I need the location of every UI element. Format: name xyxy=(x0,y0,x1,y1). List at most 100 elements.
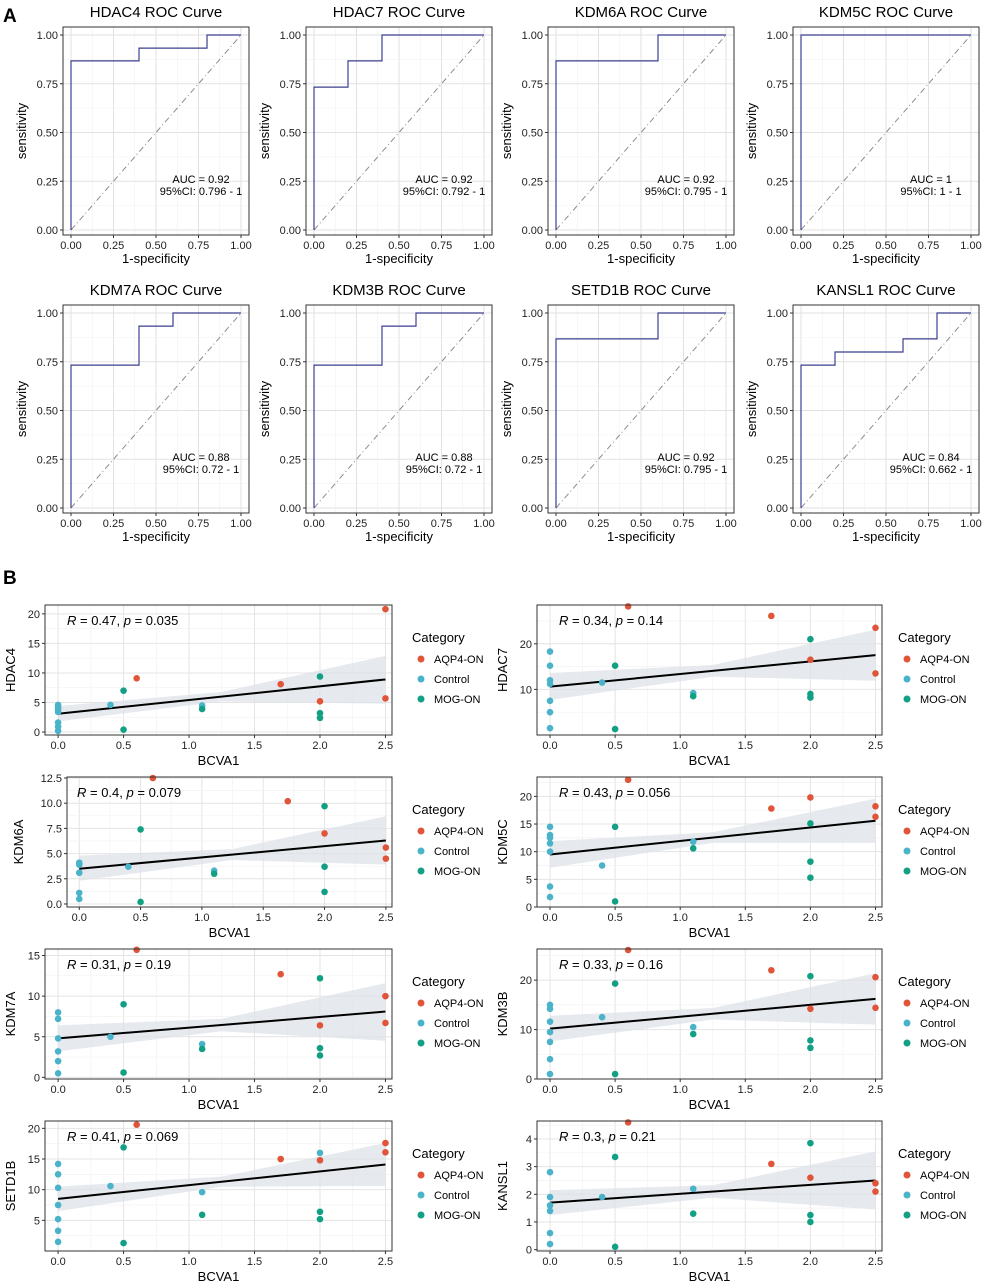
correlation-annotation: R = 0.34, p = 0.14 xyxy=(559,613,663,628)
legend-label: MOG-ON xyxy=(434,694,480,706)
data-point-control xyxy=(546,1168,554,1176)
panel-label-a: A xyxy=(3,6,17,27)
confidence-band xyxy=(550,629,876,700)
legend-label: MOG-ON xyxy=(920,694,966,706)
x-tick-label: 0.0 xyxy=(542,1084,557,1096)
data-point-control xyxy=(546,1038,554,1046)
data-point-mog-on xyxy=(689,692,697,700)
data-point-control xyxy=(54,1238,62,1246)
y-axis-label: sensitivity xyxy=(257,380,272,437)
p-symbol: p xyxy=(123,613,131,628)
regression-line xyxy=(549,819,876,856)
legend-swatch-mog-on xyxy=(903,867,911,875)
data-point-control xyxy=(546,1240,554,1248)
data-point-control xyxy=(54,1009,62,1016)
data-point-control xyxy=(107,1182,114,1190)
ci-annotation: 95%CI: 0.795 - 1 xyxy=(645,464,728,476)
data-point-aqp4-on xyxy=(316,698,324,705)
ci-annotation: 95%CI: 0.72 - 1 xyxy=(406,464,482,476)
y-tick-label: 2 xyxy=(526,1189,532,1201)
x-tick-label: 1.5 xyxy=(247,1256,262,1268)
data-point-control xyxy=(54,1015,62,1023)
x-tick-label: 0.0 xyxy=(50,1084,65,1096)
data-point-aqp4-on xyxy=(316,1022,324,1029)
y-tick-label: 5 xyxy=(34,1215,40,1227)
p-symbol: p xyxy=(615,957,623,972)
data-point-aqp4-on xyxy=(133,946,140,954)
legend-swatch-control xyxy=(903,1019,911,1027)
data-point-control xyxy=(75,895,83,903)
data-point-mog-on xyxy=(321,863,328,870)
y-tick-label: 0.25 xyxy=(522,176,543,188)
data-point-aqp4-on xyxy=(133,1121,140,1128)
y-tick-label: 20 xyxy=(520,975,532,987)
y-tick-label: 0.75 xyxy=(767,357,788,369)
data-point-mog-on xyxy=(807,1139,814,1147)
x-tick-label: 2.0 xyxy=(803,740,818,752)
data-point-control xyxy=(546,697,554,705)
charts-layer: 0.00 0.25 0.50 0.75 1.000.000.250.500.751.00… xyxy=(3,4,982,1283)
x-axis-label: BCVA1 xyxy=(689,1269,731,1283)
roc-chart-4: 0.00 0.25 0.50 0.75 1.00 0.00 0.25 0.50 0.75 1.00… xyxy=(744,4,982,266)
roc-chart-7: 0.00 0.25 0.50 0.75 1.00 0.00 0.25 0.50 0.75 1.00… xyxy=(499,282,737,544)
r-symbol: R xyxy=(559,1129,568,1144)
y-tick-label: 0.00 xyxy=(767,225,788,237)
regression-line xyxy=(57,678,386,715)
data-point-control xyxy=(546,724,554,732)
data-point-aqp4-on xyxy=(807,656,814,664)
y-tick-label: 2.5 xyxy=(47,874,62,886)
y-tick-label: 0.75 xyxy=(37,79,58,91)
x-tick-label: 1.00 xyxy=(960,240,981,252)
roc-chart-8: 0.00 0.25 0.50 0.75 1.00 0.00 0.25 0.50 0.75 1.00… xyxy=(744,282,982,544)
x-tick-label: 0.00 xyxy=(790,518,811,530)
legend: Category AQP4-ON Control MOG-ON xyxy=(898,974,970,1050)
y-tick-label: 1.00 xyxy=(37,308,58,320)
y-tick-label: 0.75 xyxy=(767,79,788,91)
data-point-aqp4-on xyxy=(807,1005,814,1013)
x-tick-label: 2.5 xyxy=(868,1084,883,1096)
x-tick-label: 1.5 xyxy=(738,912,753,924)
x-tick-label: 0.50 xyxy=(145,240,166,252)
data-point-mog-on xyxy=(316,1208,324,1216)
y-tick-label: 20 xyxy=(28,609,40,621)
p-symbol: p xyxy=(123,1129,131,1144)
data-point-control xyxy=(546,1229,554,1237)
diagonal-reference-line xyxy=(800,312,972,509)
x-tick-label: 0.25 xyxy=(588,518,609,530)
chart-title: KDM5C ROC Curve xyxy=(819,4,953,21)
y-tick-label: 5 xyxy=(526,874,532,886)
legend-label: MOG-ON xyxy=(920,1038,966,1050)
legend-label: AQP4-ON xyxy=(434,654,484,666)
x-tick-label: 1.0 xyxy=(181,1256,196,1268)
data-point-control xyxy=(54,708,62,716)
x-tick-label: 2.5 xyxy=(868,912,883,924)
p-value: = 0.16 xyxy=(623,957,663,972)
regression-line xyxy=(79,839,386,870)
data-point-aqp4-on xyxy=(382,1019,389,1027)
data-point-mog-on xyxy=(611,823,619,831)
data-point-aqp4-on xyxy=(768,805,775,812)
y-tick-label: 0 xyxy=(526,1245,532,1257)
legend-label: Control xyxy=(920,674,955,686)
data-point-mog-on xyxy=(321,802,328,810)
legend-swatch-aqp4-on xyxy=(903,655,911,663)
x-tick-label: 0.25 xyxy=(588,240,609,252)
p-value: = 0.21 xyxy=(616,1129,656,1144)
plot-frame xyxy=(44,948,393,1080)
data-point-control xyxy=(546,883,554,890)
x-tick-label: 0.75 xyxy=(188,518,209,530)
x-tick-label: 1.00 xyxy=(230,518,251,530)
data-point-control xyxy=(54,1215,62,1223)
y-tick-label: 5.0 xyxy=(47,849,62,861)
x-tick-label: 0.75 xyxy=(918,240,939,252)
data-point-control xyxy=(54,1201,62,1209)
x-tick-label: 0.5 xyxy=(607,740,622,752)
y-tick-label: 0.00 xyxy=(37,503,58,515)
x-tick-label: 2.0 xyxy=(312,740,327,752)
y-tick-label: 0.50 xyxy=(280,128,301,140)
data-point-mog-on xyxy=(611,725,619,733)
data-point-control xyxy=(546,1193,554,1201)
x-tick-label: 0.00 xyxy=(60,240,81,252)
data-point-mog-on xyxy=(198,1045,206,1053)
legend-swatch-aqp4-on xyxy=(417,1171,425,1179)
